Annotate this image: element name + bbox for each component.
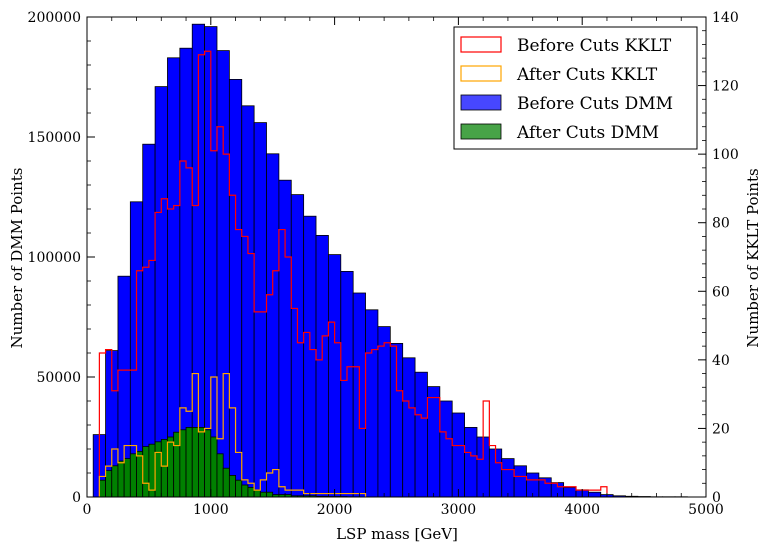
series-1-bar [111,465,119,498]
series-1-bar [105,470,113,498]
series-0-bar [167,57,181,498]
series-1-bar [204,429,212,498]
series-1-bar [173,431,181,498]
series-1-bar [259,491,267,498]
x-tick-label: 4000 [564,502,600,518]
y2-tick-label: 120 [712,79,739,95]
series-1-bars [98,426,360,498]
legend-label: After Cuts DMM [516,123,659,143]
series-1-bar [222,467,230,498]
series-0-bar [439,400,453,498]
series-0-bar [253,122,267,498]
series-1-bar [136,450,144,498]
plot-area [86,16,707,498]
series-1-bar [198,426,206,498]
legend-label: After Cuts KKLT [516,65,658,85]
series-1-bar [253,489,261,498]
left-y-axis-title: Number of DMM Points [8,168,26,349]
y2-tick-label: 0 [712,490,721,506]
series-0-bar [563,486,577,498]
series-0-bar [464,426,478,498]
y-tick-label: 200000 [28,10,81,26]
series-0-bar [377,326,391,498]
x-axis-title: LSP mass [GeV] [336,525,458,543]
y-tick-label: 50000 [36,370,81,386]
legend-label: Before Cuts DMM [517,94,673,114]
series-0-bar [451,412,465,498]
series-1-bar [179,429,187,498]
series-1-bar [142,446,150,498]
y-tick-label: 0 [72,490,81,506]
legend: Before Cuts KKLT After Cuts KKLT Before Cu… [453,26,698,150]
right-y-axis-ticks: 0 20 40 60 80 100 120 140 [698,10,739,506]
series-1-bar [191,426,199,498]
x-tick-label: 3000 [441,502,477,518]
series-1-bar [129,453,137,498]
series-1-bar [185,426,193,498]
series-3-step-line [98,372,367,497]
series-0-bar [290,194,305,498]
y-tick-label: 100000 [28,250,81,266]
y2-tick-label: 100 [712,147,739,163]
series-1-bar [235,479,243,498]
legend-label: Before Cuts KKLT [517,36,672,56]
series-0-bar [365,309,379,498]
x-tick-label: 5000 [688,502,724,518]
left-y-axis-ticks: 0 50000 100000 150000 200000 [28,10,95,506]
series-0-bar [501,458,515,498]
series-0-bar [513,465,527,498]
series-1-bar [167,436,175,498]
series-0-bar [340,270,354,498]
series-1-bar [216,453,224,498]
y2-tick-label: 20 [712,421,730,437]
series-1-bar [241,484,249,498]
y-tick-label: 150000 [28,130,81,146]
y2-tick-label: 140 [712,10,739,26]
series-1-bar [154,441,162,498]
y2-tick-label: 80 [712,216,730,232]
series-0-bar [328,254,342,498]
series-0-bar [587,491,602,498]
series-0-bar [303,215,317,498]
series-1-bar [98,479,106,498]
series-1-bar [266,491,274,498]
series-1-bar [210,436,218,498]
series-1-bar [117,460,125,498]
x-tick-label: 1000 [193,502,229,518]
x-tick-label: 0 [83,502,92,518]
series-0-bar [402,357,416,498]
series-0-bar [315,234,329,498]
legend-swatch [460,94,502,111]
legend-swatch [460,123,502,140]
series-0-bars [92,23,688,498]
series-1-bar [148,443,156,498]
series-1-bar [228,474,236,498]
series-0-bar [427,386,441,498]
series-1-bar [123,458,131,498]
series-0-bar [241,105,255,498]
series-2-step-line [98,50,608,497]
right-y-axis-title: Number of KKLT Points [744,168,762,347]
y2-tick-label: 40 [712,353,730,369]
series-0-bar [414,371,428,498]
legend-swatch [460,36,502,53]
series-1-bar [247,486,255,498]
series-0-bar [266,153,280,498]
x-tick-label: 2000 [317,502,353,518]
x-axis-ticks: 0 1000 2000 3000 4000 5000 [83,17,724,518]
series-0-bar [278,179,292,498]
series-1-bar [160,438,168,498]
y2-tick-label: 60 [712,284,730,300]
legend-swatch [460,65,502,82]
series-0-bar [154,86,168,498]
